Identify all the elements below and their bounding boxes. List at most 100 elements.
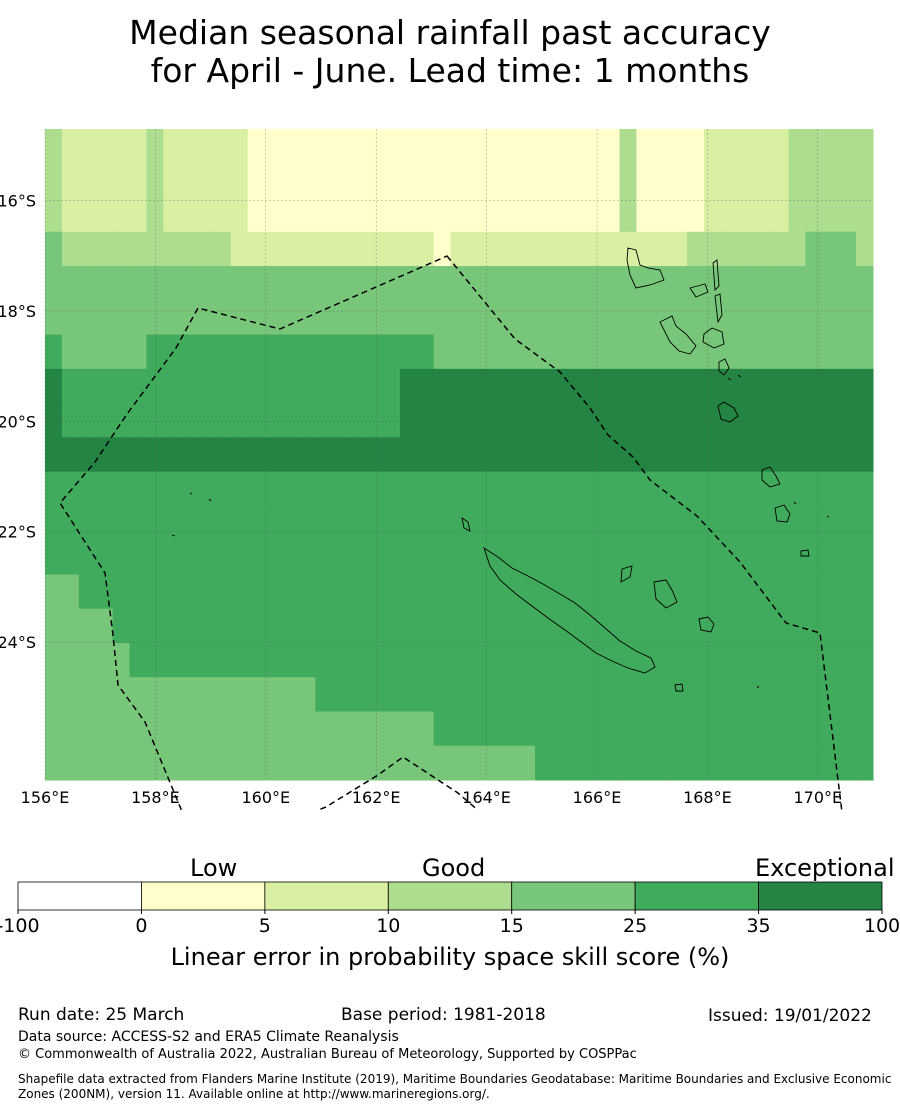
skill-cell xyxy=(416,300,435,336)
skill-cell xyxy=(45,711,63,747)
skill-cell xyxy=(551,505,570,541)
skill-cell xyxy=(771,266,790,301)
skill-cell xyxy=(366,711,384,747)
skill-cell xyxy=(720,437,739,473)
skill-cell xyxy=(61,745,80,781)
skill-cell xyxy=(822,403,840,438)
skill-cell xyxy=(636,163,654,199)
skill-cell xyxy=(602,437,621,473)
skill-cell xyxy=(704,403,722,438)
skill-cell xyxy=(636,608,654,644)
skill-cell xyxy=(95,129,114,164)
skill-cell xyxy=(45,368,63,404)
skill-cell xyxy=(822,677,840,712)
skill-cell xyxy=(433,505,452,541)
skill-cell xyxy=(484,300,502,336)
skill-cell xyxy=(332,334,350,370)
skill-cell xyxy=(61,197,80,233)
skill-cell xyxy=(518,505,536,541)
skill-cell xyxy=(450,540,468,575)
skill-cell xyxy=(839,608,857,644)
skill-cell xyxy=(805,608,823,644)
skill-cell xyxy=(754,471,773,507)
skill-cell xyxy=(653,163,671,199)
skill-cell xyxy=(602,608,621,644)
skill-cell xyxy=(146,231,164,267)
skill-cell xyxy=(551,437,570,473)
skill-cell xyxy=(737,540,756,575)
skill-cell xyxy=(839,677,857,712)
skill-cell xyxy=(197,745,215,781)
skill-cell xyxy=(839,574,857,610)
skill-cell xyxy=(737,197,756,233)
skill-cell xyxy=(264,471,283,507)
skill-cell xyxy=(213,711,232,747)
skill-cell xyxy=(112,266,130,301)
skill-cell xyxy=(197,505,215,541)
skill-cell xyxy=(467,231,485,267)
skill-cell xyxy=(163,437,181,473)
category-exceptional-label: Exceptional xyxy=(755,854,895,882)
skill-cell xyxy=(737,471,756,507)
skill-cell xyxy=(737,266,756,301)
issued-date: Issued: 19/01/2022 xyxy=(708,1006,872,1026)
skill-cell xyxy=(230,437,249,473)
skill-cell xyxy=(501,266,519,301)
skill-cell xyxy=(332,300,350,336)
skill-cell xyxy=(281,540,299,575)
skill-cell xyxy=(382,129,401,164)
skill-cell xyxy=(247,642,266,678)
skill-cell xyxy=(501,163,519,199)
skill-cell xyxy=(61,334,80,370)
skill-cell xyxy=(399,403,418,438)
skill-cell xyxy=(518,334,536,370)
skill-cell xyxy=(856,711,874,747)
base-period: Base period: 1981-2018 xyxy=(341,1005,546,1025)
skill-cell xyxy=(213,197,232,233)
skill-cell xyxy=(416,677,435,712)
skill-cell xyxy=(264,197,283,233)
map-gridlines xyxy=(44,129,873,780)
skill-cell xyxy=(687,505,705,541)
skill-cell xyxy=(332,745,350,781)
skill-cell xyxy=(822,437,840,473)
colorbar-tick-label: 15 xyxy=(500,915,524,937)
skill-cell xyxy=(332,505,350,541)
skill-cell xyxy=(737,163,756,199)
skill-cell xyxy=(805,300,823,336)
skill-cell xyxy=(535,677,553,712)
skill-cell xyxy=(61,300,80,336)
skill-cell xyxy=(366,300,384,336)
new-caledonia-coastline xyxy=(483,546,656,674)
skill-cell xyxy=(78,231,97,267)
skill-cell xyxy=(382,505,401,541)
skill-cell xyxy=(332,677,350,712)
skill-cell xyxy=(704,505,722,541)
skill-cell xyxy=(332,163,350,199)
skill-cell xyxy=(45,505,63,541)
skill-cell xyxy=(771,471,790,507)
skill-cell xyxy=(551,677,570,712)
skill-cell xyxy=(61,437,80,473)
skill-cell xyxy=(146,437,164,473)
skill-cell xyxy=(281,163,299,199)
skill-cell xyxy=(433,403,452,438)
skill-cell xyxy=(129,231,147,267)
skill-cell xyxy=(670,471,688,507)
skill-cell xyxy=(636,266,654,301)
skill-cell xyxy=(450,574,468,610)
skill-cell xyxy=(585,300,604,336)
skill-cell xyxy=(856,574,874,610)
skill-cell xyxy=(112,471,130,507)
skill-cell xyxy=(197,129,215,164)
skill-cell xyxy=(822,471,840,507)
skill-cell xyxy=(518,574,536,610)
skill-cell xyxy=(737,334,756,370)
skill-cell xyxy=(213,745,232,781)
skill-cell xyxy=(366,129,384,164)
skill-cell xyxy=(129,403,147,438)
skill-cell xyxy=(636,505,654,541)
skill-cell xyxy=(535,403,553,438)
skill-cell xyxy=(737,677,756,712)
skill-cell xyxy=(856,471,874,507)
